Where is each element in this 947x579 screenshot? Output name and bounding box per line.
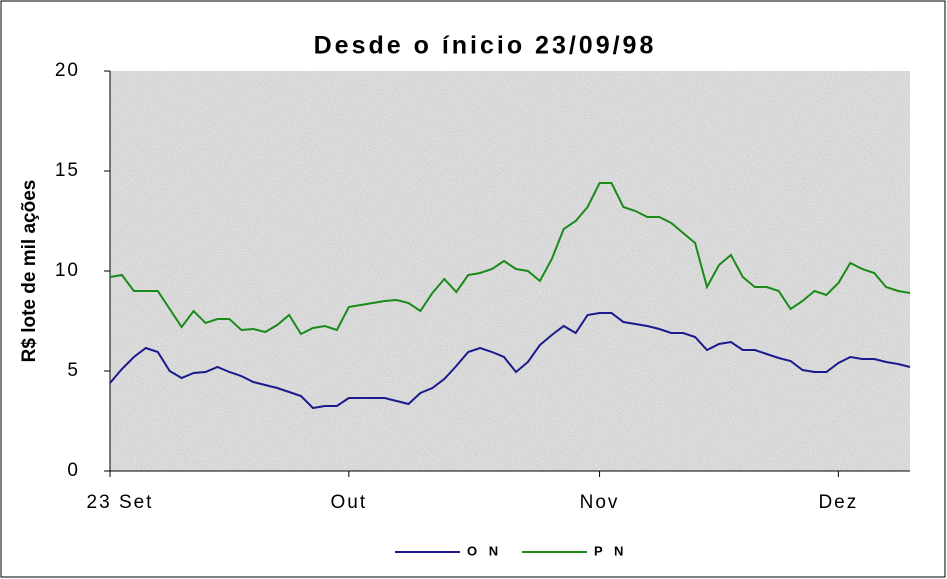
y-tick-label: 5 (67, 360, 80, 381)
x-tick-label: 23 Set (87, 492, 154, 513)
x-tick-label: Out (330, 492, 367, 513)
y-axis-label: R$ lote de mil ações (19, 180, 40, 363)
y-tick-label: 0 (67, 460, 80, 481)
y-tick-label: 10 (55, 260, 80, 281)
x-tick-label: Dez (818, 492, 858, 513)
legend-label: O N (467, 543, 502, 558)
x-tick-label: Nov (580, 492, 620, 513)
data-line (109, 312, 911, 410)
plot-texture (110, 71, 910, 471)
data-line (109, 182, 911, 336)
legend-label: P N (594, 543, 627, 558)
chart-title: Desde o ínicio 23/09/98 (314, 32, 657, 60)
y-tick-label: 15 (55, 160, 80, 181)
y-tick-label: 20 (55, 60, 80, 81)
